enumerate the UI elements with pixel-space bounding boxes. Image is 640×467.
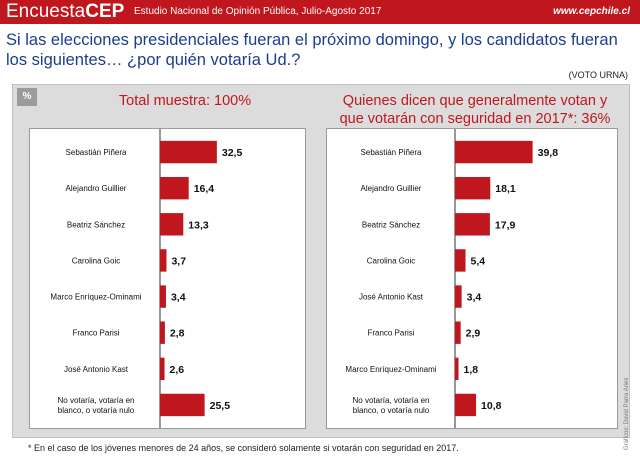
chart-1-title: Total muestra: 100%	[118, 93, 252, 109]
category-label: blanco, o votaría nulo	[58, 406, 135, 415]
data-label: 3,4	[467, 292, 482, 304]
bar	[160, 213, 184, 236]
data-label: 17,9	[495, 219, 516, 231]
bar	[455, 321, 461, 344]
category-label: Marco Enríquez-Ominami	[50, 293, 141, 302]
bar	[455, 176, 491, 200]
bar	[160, 285, 166, 308]
bar	[455, 357, 459, 381]
category-label: No votaría, votaría en	[353, 396, 430, 405]
category-label: Alejandro Guillier	[66, 184, 127, 193]
category-label: No votaría, votaría en	[58, 396, 135, 405]
category-label: José Antonio Kast	[359, 293, 424, 302]
category-label: Marco Enríquez-Ominami	[345, 365, 436, 374]
brand-logo: EncuestaCEP	[6, 1, 125, 22]
category-label: Sebastián Piñera	[66, 148, 127, 157]
chart-1-svg: Sebastián Piñera 32,5 Alejandro Guillier 16…	[50, 129, 243, 428]
bar	[455, 213, 490, 236]
data-label: 16,4	[194, 183, 215, 195]
voto-note: (VOTO URNA)	[568, 70, 628, 80]
bar	[455, 393, 477, 417]
category-label: Franco Parisi	[367, 329, 414, 338]
question-title: Si las elecciones presidenciales fueran …	[6, 31, 618, 69]
data-label: 3,4	[171, 292, 186, 304]
category-label: Carolina Goic	[72, 256, 120, 265]
header-bar: EncuestaCEP Estudio Nacional de Opinión …	[0, 0, 640, 24]
category-label: Beatriz Sánchez	[67, 220, 125, 229]
bar	[160, 249, 167, 272]
bar	[455, 249, 466, 272]
category-label: Alejandro Guillier	[361, 184, 422, 193]
bar	[160, 176, 189, 200]
data-label: 13,3	[188, 219, 209, 231]
chart-2-title: Quienes dicen que generalmente votan y q…	[339, 93, 611, 127]
percent-badge: %	[17, 88, 37, 106]
site-link[interactable]: www.cepchile.cl	[553, 6, 630, 17]
data-label: 2,9	[466, 328, 481, 340]
survey-subtitle: Estudio Nacional de Opinión Pública, Jul…	[134, 6, 382, 17]
chart-1: Sebastián Piñera 32,5 Alejandro Guillier 16…	[29, 128, 306, 429]
data-label: 2,6	[170, 364, 185, 376]
category-label: blanco, o votaría nulo	[353, 406, 430, 415]
data-label: 39,8	[538, 147, 559, 159]
category-label: Franco Parisi	[72, 329, 119, 338]
category-label: Carolina Goic	[367, 256, 415, 265]
bar	[160, 357, 165, 381]
bar	[455, 140, 533, 164]
data-label: 3,7	[171, 255, 186, 267]
data-label: 25,5	[210, 400, 231, 412]
bar	[160, 321, 165, 344]
category-label: Beatriz Sánchez	[362, 220, 420, 229]
credit-note: Gráficos: David Parra Aries	[624, 377, 630, 450]
chart-2: Sebastián Piñera 39,8 Alejandro Guillier 18…	[326, 128, 618, 429]
category-label: José Antonio Kast	[64, 365, 129, 374]
data-label: 32,5	[222, 147, 243, 159]
chart-2-svg: Sebastián Piñera 39,8 Alejandro Guillier 18…	[345, 129, 559, 428]
bar	[455, 285, 462, 308]
data-label: 1,8	[464, 364, 479, 376]
bar	[160, 140, 217, 164]
category-label: Sebastián Piñera	[361, 148, 422, 157]
bar	[160, 393, 205, 417]
data-label: 10,8	[481, 400, 502, 412]
data-label: 2,8	[170, 328, 185, 340]
data-label: 18,1	[495, 183, 516, 195]
data-label: 5,4	[471, 255, 486, 267]
footnote: * En el caso de los jóvenes menores de 2…	[28, 443, 459, 453]
